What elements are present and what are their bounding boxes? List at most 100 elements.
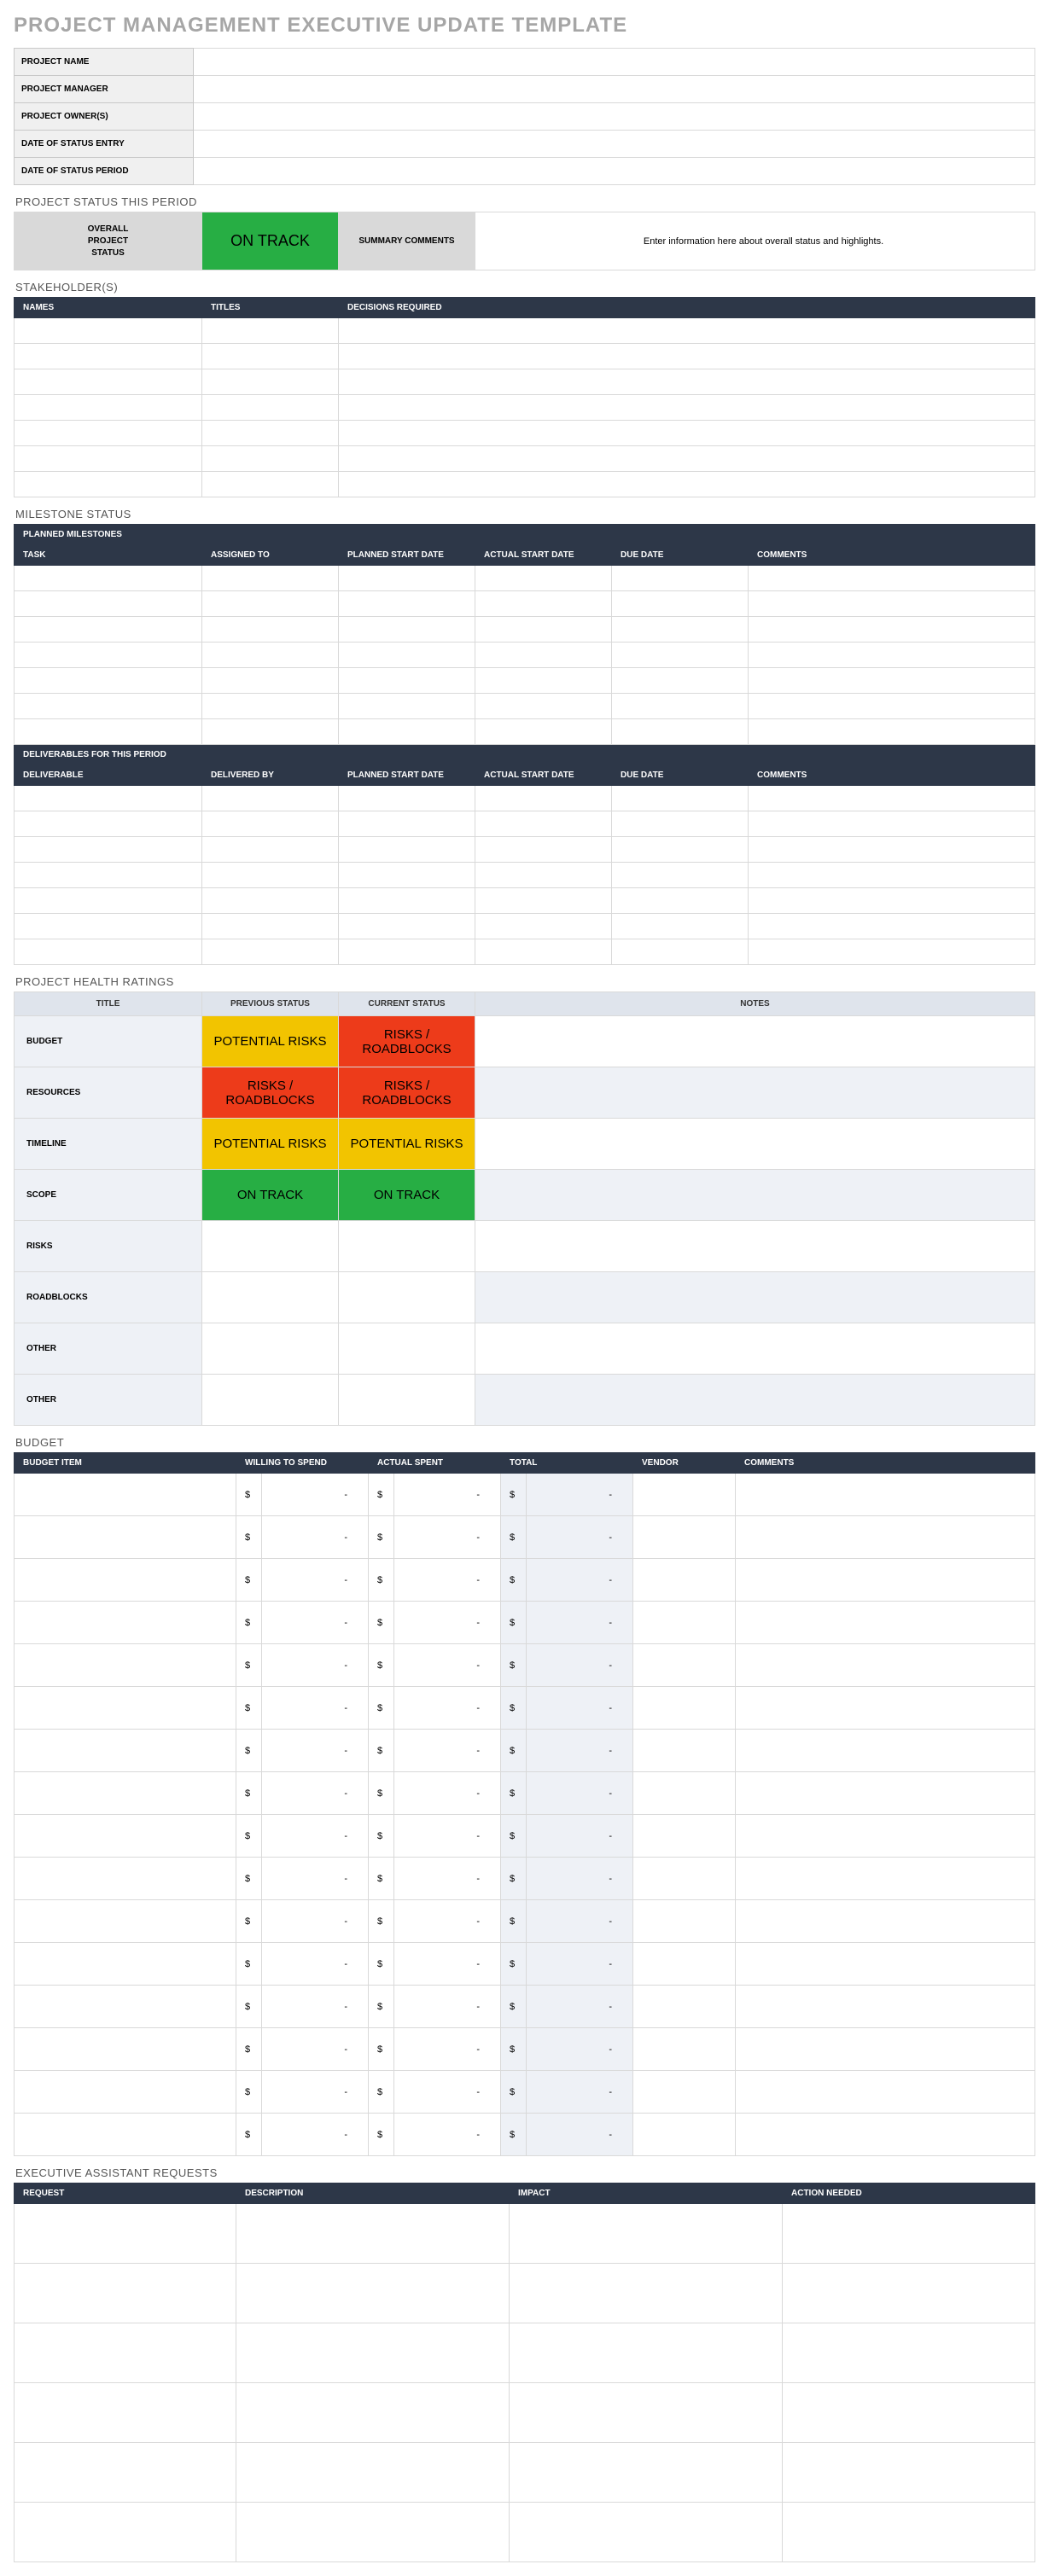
budget-spend-value[interactable]: - [262,1516,369,1559]
milestone-cell[interactable] [475,786,612,811]
budget-actual-value[interactable]: - [394,2028,501,2071]
milestone-cell[interactable] [339,863,475,888]
budget-comments[interactable] [736,1559,1035,1602]
budget-spend-value[interactable]: - [262,1815,369,1858]
budget-item[interactable] [15,2028,236,2071]
stakeholder-cell[interactable] [339,318,1035,344]
budget-spend-value[interactable]: - [262,1858,369,1900]
budget-vendor[interactable] [633,1900,736,1943]
budget-actual-value[interactable]: - [394,1474,501,1516]
milestone-cell[interactable] [749,668,1035,694]
budget-spend-value[interactable]: - [262,2071,369,2114]
budget-item[interactable] [15,1772,236,1815]
exec-cell[interactable] [510,2323,783,2383]
milestone-cell[interactable] [339,914,475,939]
milestone-cell[interactable] [749,939,1035,965]
stakeholder-cell[interactable] [339,446,1035,472]
milestone-cell[interactable] [15,694,202,719]
exec-cell[interactable] [15,2204,236,2264]
health-notes[interactable] [475,1375,1035,1426]
budget-actual-value[interactable]: - [394,1730,501,1772]
milestone-cell[interactable] [339,939,475,965]
budget-actual-value[interactable]: - [394,2071,501,2114]
stakeholder-cell[interactable] [202,344,339,369]
milestone-cell[interactable] [202,694,339,719]
milestone-cell[interactable] [475,617,612,643]
budget-comments[interactable] [736,1644,1035,1687]
stakeholder-cell[interactable] [15,318,202,344]
stakeholder-cell[interactable] [202,395,339,421]
milestone-cell[interactable] [749,837,1035,863]
milestone-cell[interactable] [475,694,612,719]
milestone-cell[interactable] [749,617,1035,643]
budget-spend-value[interactable]: - [262,1772,369,1815]
exec-cell[interactable] [510,2383,783,2443]
milestone-cell[interactable] [749,591,1035,617]
milestone-cell[interactable] [339,837,475,863]
milestone-cell[interactable] [749,719,1035,745]
budget-spend-value[interactable]: - [262,1644,369,1687]
budget-vendor[interactable] [633,1516,736,1559]
milestone-cell[interactable] [202,719,339,745]
budget-item[interactable] [15,1900,236,1943]
milestone-cell[interactable] [475,591,612,617]
exec-cell[interactable] [15,2503,236,2562]
milestone-cell[interactable] [475,837,612,863]
exec-cell[interactable] [510,2443,783,2503]
stakeholder-cell[interactable] [202,421,339,446]
budget-actual-value[interactable]: - [394,1772,501,1815]
budget-comments[interactable] [736,2028,1035,2071]
milestone-cell[interactable] [339,668,475,694]
exec-cell[interactable] [236,2204,510,2264]
budget-vendor[interactable] [633,1772,736,1815]
stakeholder-cell[interactable] [202,446,339,472]
stakeholder-cell[interactable] [339,395,1035,421]
budget-item[interactable] [15,1559,236,1602]
budget-spend-value[interactable]: - [262,1602,369,1644]
milestone-cell[interactable] [749,811,1035,837]
budget-vendor[interactable] [633,1602,736,1644]
budget-actual-value[interactable]: - [394,1644,501,1687]
budget-actual-value[interactable]: - [394,1900,501,1943]
milestone-cell[interactable] [15,617,202,643]
milestone-cell[interactable] [612,811,749,837]
exec-cell[interactable] [15,2323,236,2383]
milestone-cell[interactable] [612,617,749,643]
milestone-cell[interactable] [202,888,339,914]
milestone-cell[interactable] [749,888,1035,914]
budget-item[interactable] [15,1943,236,1986]
budget-comments[interactable] [736,1772,1035,1815]
budget-actual-value[interactable]: - [394,1815,501,1858]
budget-actual-value[interactable]: - [394,1943,501,1986]
budget-item[interactable] [15,1602,236,1644]
health-notes[interactable] [475,1170,1035,1221]
budget-comments[interactable] [736,1900,1035,1943]
milestone-cell[interactable] [612,566,749,591]
budget-vendor[interactable] [633,1474,736,1516]
milestone-cell[interactable] [202,617,339,643]
milestone-cell[interactable] [202,566,339,591]
budget-comments[interactable] [736,1986,1035,2028]
budget-item[interactable] [15,2114,236,2156]
stakeholder-cell[interactable] [15,446,202,472]
milestone-cell[interactable] [612,694,749,719]
milestone-cell[interactable] [339,617,475,643]
budget-vendor[interactable] [633,1943,736,1986]
milestone-cell[interactable] [15,914,202,939]
budget-vendor[interactable] [633,1559,736,1602]
milestone-cell[interactable] [612,939,749,965]
budget-actual-value[interactable]: - [394,2114,501,2156]
budget-item[interactable] [15,1858,236,1900]
milestone-cell[interactable] [15,811,202,837]
milestone-cell[interactable] [339,643,475,668]
stakeholder-cell[interactable] [202,369,339,395]
stakeholder-cell[interactable] [15,395,202,421]
milestone-cell[interactable] [202,643,339,668]
milestone-cell[interactable] [339,811,475,837]
milestone-cell[interactable] [749,786,1035,811]
stakeholder-cell[interactable] [15,472,202,497]
health-notes[interactable] [475,1221,1035,1272]
stakeholder-cell[interactable] [339,421,1035,446]
stakeholder-cell[interactable] [339,369,1035,395]
exec-cell[interactable] [783,2443,1035,2503]
